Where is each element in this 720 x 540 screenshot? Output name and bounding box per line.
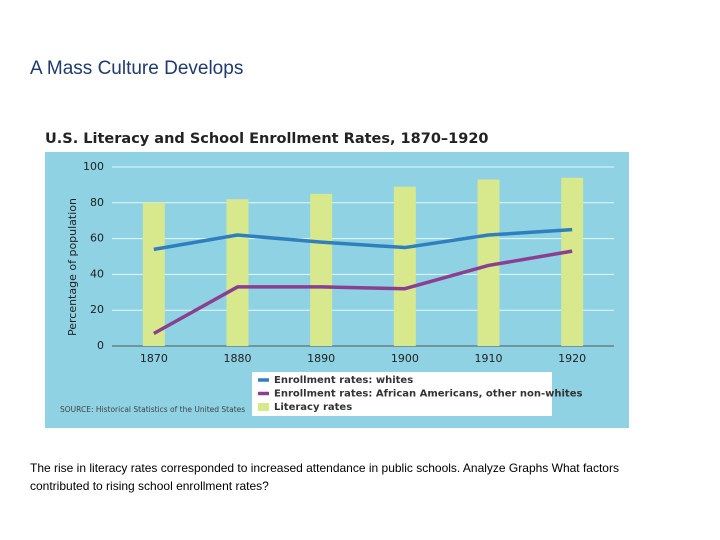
x-tick-label: 1900 [391, 352, 419, 365]
line [152, 249, 573, 335]
caption: The rise in literacy rates corresponded … [30, 461, 619, 493]
source: SOURCE: Historical Statistics of the Uni… [60, 405, 245, 414]
y-axis-label: Percentage of population [66, 198, 79, 336]
bar [226, 199, 249, 346]
y-tick-label: 20 [90, 303, 104, 316]
bar [477, 179, 500, 346]
line [153, 227, 573, 252]
bar [393, 186, 416, 346]
legend [252, 372, 552, 416]
x-tick-label: 1890 [307, 352, 335, 365]
y-tick-label: 0 [97, 339, 104, 352]
y-tick-label: 60 [90, 232, 104, 245]
bar [561, 177, 584, 346]
legend-label: Literacy rates [274, 402, 352, 413]
bar [142, 202, 165, 346]
y-tick-label: 100 [83, 160, 104, 173]
y-tick-label: 40 [90, 267, 104, 280]
chart-title: U.S. Literacy and School Enrollment Rate… [45, 131, 489, 147]
x-tick-label: 1880 [224, 352, 252, 365]
x-tick-label: 1920 [558, 352, 586, 365]
bar [310, 193, 333, 346]
x-tick-label: 1910 [475, 352, 503, 365]
slide-title: A Mass Culture Develops [30, 58, 244, 79]
legend-label: Enrollment rates: whites [274, 375, 413, 386]
legend-label: Enrollment rates: African Americans, oth… [274, 389, 582, 400]
y-tick-label: 80 [90, 196, 104, 209]
x-tick-label: 1870 [140, 352, 168, 365]
legend-swatch [258, 403, 269, 411]
